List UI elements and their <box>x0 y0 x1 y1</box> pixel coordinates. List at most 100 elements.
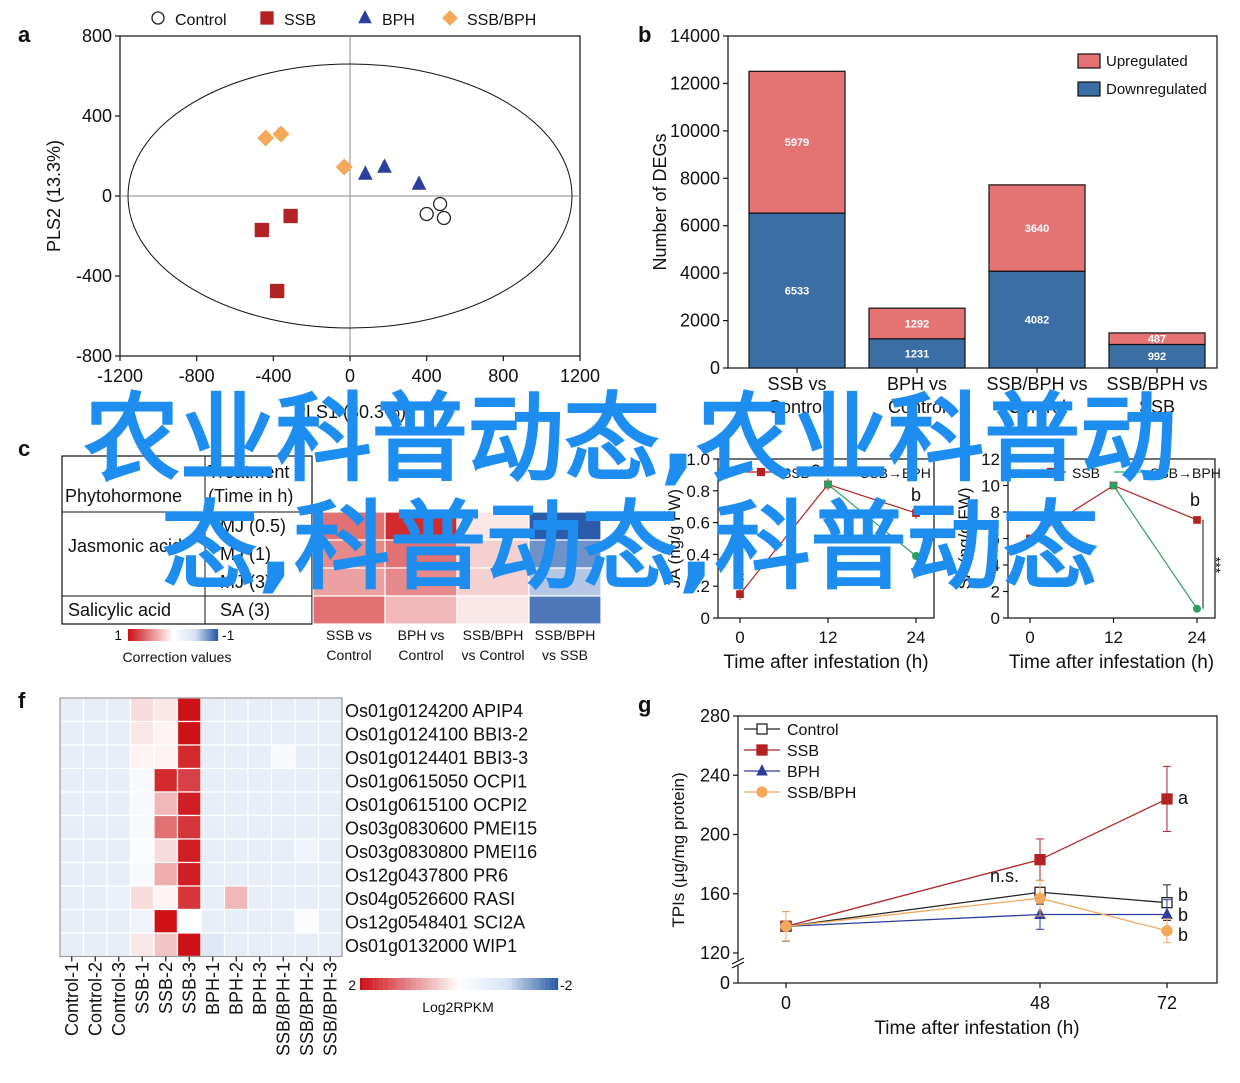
panel-a-xtick-label: -1200 <box>97 366 143 386</box>
panel-f-scale-segment <box>429 978 433 990</box>
panel-c-scale-segment <box>216 629 219 641</box>
panel-f-scale-segment <box>462 978 466 990</box>
panel-f-heat-cell <box>176 744 202 770</box>
panel-e-ytick-label: 4 <box>991 556 1000 575</box>
panel-f-scale-segment <box>551 978 555 990</box>
panel-d-xlabel: Time after infestation (h) <box>723 652 928 673</box>
panel-c-scale-segment <box>129 629 132 641</box>
panel-b-ytick-label: 14000 <box>670 26 720 46</box>
panel-c-heat-cell <box>384 511 458 541</box>
panel-b-value-label: 5979 <box>785 137 809 149</box>
panel-f-scale-segment <box>396 978 400 990</box>
panel-a-ytick-label: -400 <box>76 266 112 286</box>
panel-f-scale-segment <box>449 978 453 990</box>
panel-f-heat-cell <box>270 932 296 958</box>
panel-f-heat-cell <box>200 838 226 864</box>
panel-f-scale-segment <box>409 978 413 990</box>
panel-d-series-line <box>827 483 917 557</box>
panel-f-heat-cell <box>176 908 202 934</box>
panel-f-heat-cell <box>223 838 249 864</box>
panel-d-ytick-label: 0.4 <box>686 545 710 564</box>
panel-f-heat-cell <box>153 814 179 840</box>
panel-c-scale-segment <box>143 629 145 641</box>
panel-d-xtick-label: 24 <box>907 628 926 647</box>
panel-f-scale-segment <box>492 978 496 990</box>
panel-f-heat-cell <box>153 861 179 887</box>
panel-f-heat-cell <box>59 697 85 723</box>
panel-f-heat-cell <box>270 720 296 746</box>
panel-g-legend-label: BPH <box>787 764 820 781</box>
panel-g-legend-marker <box>756 786 768 798</box>
panel-b-ytick-label: 4000 <box>680 263 720 283</box>
panel-b-legend-label: Upregulated <box>1106 53 1188 70</box>
panel-f-heat-cell <box>270 885 296 911</box>
panel-e-legend-marker-ssb-bph <box>1125 468 1133 476</box>
panel-f-heat-cell <box>223 885 249 911</box>
panel-c-scale-segment <box>189 629 192 641</box>
panel-f-heat-cell <box>223 908 249 934</box>
panel-f-heat-cell <box>247 697 273 723</box>
panel-g-ytick-label: 160 <box>700 884 730 904</box>
panel-f-scale-segment <box>366 978 370 990</box>
panel-e-legend-label: SSB <box>1072 465 1100 481</box>
panel-f-heat-cell <box>176 932 202 958</box>
panel-f-heat-cell <box>176 814 202 840</box>
panel-c-scale-segment <box>149 629 151 641</box>
panel-b-ytick-label: 8000 <box>680 168 720 188</box>
panel-f-heat-cell <box>82 791 108 817</box>
panel-a-legend-marker <box>358 10 372 24</box>
panel-e-point-ssb-bph <box>1193 604 1201 613</box>
panel-d-sig-letter: a <box>811 458 822 478</box>
panel-e-point-ssb <box>1026 534 1034 543</box>
panel-f-heat-cell <box>294 720 320 746</box>
panel-f-heat-cell <box>106 697 132 723</box>
panel-f-sample-label: Control-1 <box>62 962 82 1036</box>
panel-g-point <box>1161 907 1173 919</box>
panel-b-label: b <box>638 22 651 47</box>
panel-e-ylabel: SA (ng/g FW) <box>955 487 974 589</box>
panel-f-heat-cell <box>200 697 226 723</box>
panel-a-point <box>377 158 392 173</box>
panel-g-point <box>1034 854 1046 866</box>
panel-c-scale-segment <box>213 629 216 641</box>
panel-f-scale-segment <box>402 978 407 990</box>
panel-f-scale-segment <box>432 978 436 990</box>
panel-e-series-line <box>1029 484 1198 540</box>
panel-d-series-line <box>739 483 917 595</box>
panel-f-scale-segment <box>445 978 450 990</box>
panel-d-xtick-label: 12 <box>819 628 838 647</box>
panel-e-ytick-label: 0 <box>991 609 1000 628</box>
panel-f-heat-cell <box>106 861 132 887</box>
panel-f-scale-segment <box>485 978 489 990</box>
panel-a-point <box>411 175 427 190</box>
panel-f-heat-cell <box>317 814 343 840</box>
panel-f-gene-label: Os04g0526600 RASI <box>345 889 515 909</box>
panel-g-ylabel: TPIs (μg/mg protein) <box>669 772 688 927</box>
panel-f-heat-cell <box>106 885 132 911</box>
panel-g-point <box>1034 892 1046 904</box>
panel-c-scale-segment <box>197 629 199 641</box>
panel-c-scale-segment <box>140 629 142 641</box>
panel-f-heat-cell <box>317 697 343 723</box>
panel-c-scale-segment <box>168 629 171 641</box>
panel-f-heat-cell <box>153 744 179 770</box>
panel-d-legend-label: SSB→BPH <box>860 465 931 481</box>
panel-a-ylabel: PLS2 (13.3%) <box>44 140 64 252</box>
panel-f-heat-cell <box>153 885 179 911</box>
panel-c-scale-segment <box>207 629 210 641</box>
panel-f-scale-min: 2 <box>348 977 356 993</box>
panel-c-table-frame <box>61 455 313 625</box>
panel-b-ytick-label: 12000 <box>670 73 720 93</box>
panel-c-column-label: Control <box>326 647 371 663</box>
panel-f-heat-cell <box>247 908 273 934</box>
panel-f-heat-cell <box>270 861 296 887</box>
panel-f-gene-label: Os03g0830800 PMEI16 <box>345 842 537 862</box>
panel-a-point <box>436 210 452 226</box>
panel-f-heat-cell <box>82 744 108 770</box>
panel-a-xlabel: PLS1 (30.3%) <box>294 402 406 422</box>
panel-f-heat-cell <box>317 838 343 864</box>
panel-f-heat-cell <box>129 861 155 887</box>
panel-f-scale-segment <box>554 978 559 990</box>
panel-f-heat-cell <box>317 932 343 958</box>
panel-a-xtick-label: 800 <box>488 366 518 386</box>
